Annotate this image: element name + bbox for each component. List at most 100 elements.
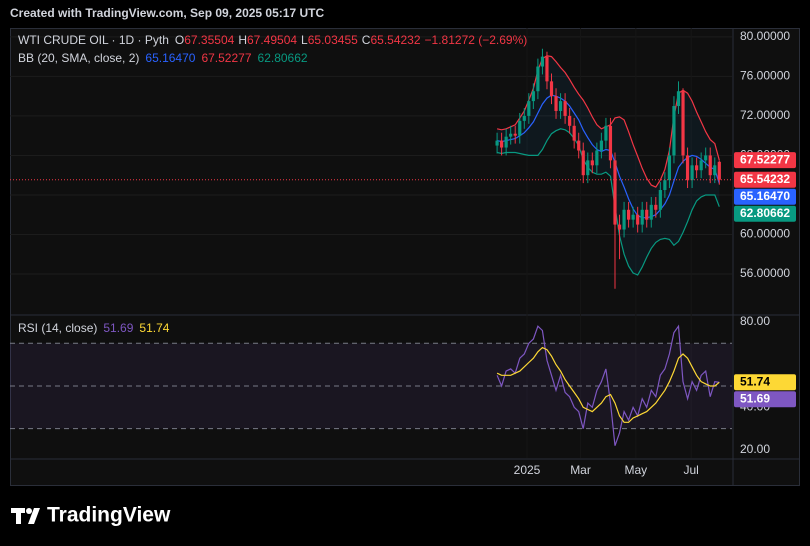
candle-body — [504, 136, 508, 148]
candle-body — [654, 204, 658, 210]
candle-body — [645, 209, 649, 220]
candle-body — [626, 209, 631, 220]
price-tag — [734, 205, 796, 222]
candle-body — [640, 209, 644, 225]
legend-key: C — [362, 33, 371, 47]
candle-body — [658, 190, 662, 210]
legend-change: −1.81272 (−2.69%) — [425, 33, 528, 47]
candle-body — [649, 204, 653, 220]
header: Created with TradingView.com, Sep 09, 20… — [10, 6, 324, 20]
candle-body — [608, 125, 613, 161]
logo-text: TradingView — [47, 504, 171, 527]
candle-body — [690, 165, 694, 181]
candle-body — [595, 150, 599, 166]
legend-symbol: WTI CRUDE OIL · 1D · Pyth — [18, 33, 169, 47]
candle-body — [513, 133, 517, 136]
price-tag — [734, 152, 796, 169]
chart-frame — [10, 28, 800, 486]
candle-body — [500, 140, 504, 148]
candle-body — [549, 81, 554, 97]
price-tag-label: 67.52277 — [740, 152, 790, 166]
price-tag — [734, 188, 796, 205]
y-tick-label: 80.00000 — [740, 29, 790, 43]
y-tick-label: 72.00000 — [740, 108, 790, 122]
bb-title: BB (20, SMA, close, 2) — [18, 51, 139, 65]
x-tick-label: Mar — [570, 463, 591, 477]
rsi-title: RSI (14, close) — [18, 321, 97, 335]
bb-line — [496, 55, 720, 188]
rsi-value: 51.69 — [103, 321, 133, 335]
candle-body — [536, 66, 540, 92]
candle-body — [509, 133, 513, 137]
price-tag-label: 65.54232 — [740, 172, 790, 186]
price-tag-label: 65.16470 — [740, 189, 790, 203]
y-tick-label: 56.00000 — [740, 266, 790, 280]
rsi-tick-label: 20.00 — [740, 442, 770, 456]
y-tick-label: 76.00000 — [740, 69, 790, 83]
rsi-line — [496, 346, 720, 423]
rsi-value: 51.74 — [139, 321, 169, 335]
bb-fill — [497, 55, 720, 275]
logo-icon — [11, 508, 40, 524]
candle-body — [568, 115, 572, 126]
x-tick-label: 2025 — [514, 463, 541, 477]
price-tag-label: 62.80662 — [740, 206, 790, 220]
legend-key: O — [175, 33, 184, 47]
x-tick-label: Jul — [684, 463, 699, 477]
price-tag-label: 51.69 — [740, 391, 770, 405]
candle-body — [681, 91, 685, 156]
legend-value: 67.35504 — [184, 33, 234, 47]
candle-body — [545, 56, 549, 82]
candle-body — [613, 160, 617, 225]
candle-body — [699, 160, 703, 171]
candle-body — [586, 160, 590, 176]
candle-body — [599, 140, 603, 151]
candle-body — [558, 101, 563, 111]
candle-body — [695, 165, 699, 171]
candle-body — [676, 91, 681, 107]
candle-body — [563, 101, 567, 116]
y-tick-label: 60.00000 — [740, 227, 790, 241]
legend-key: L — [301, 33, 308, 47]
candle-body — [531, 91, 535, 102]
candle-body — [540, 56, 545, 67]
bb-line — [496, 128, 720, 276]
candle-body — [495, 140, 499, 146]
candle-body — [577, 140, 581, 151]
candle-body — [590, 160, 594, 166]
candle-body — [554, 96, 558, 111]
legend-value: 65.03455 — [308, 33, 358, 47]
legend-key: H — [238, 33, 247, 47]
candle-body — [667, 155, 672, 181]
bb-value: 65.16470 — [145, 51, 195, 65]
candle-body — [663, 180, 667, 191]
legend-value: 67.49504 — [247, 33, 297, 47]
price-tag — [734, 391, 796, 408]
candle-body — [717, 161, 721, 180]
candle-body — [522, 115, 526, 121]
candle-body — [604, 125, 608, 141]
rsi-tick-label: 80.00 — [740, 314, 770, 328]
bb-value: 62.80662 — [258, 51, 308, 65]
price-tag — [734, 374, 796, 391]
candle-body — [631, 214, 635, 220]
rsi-line — [496, 324, 720, 446]
candle-body — [713, 165, 717, 176]
legend-value: 65.54232 — [370, 33, 420, 47]
candle-body — [672, 106, 676, 156]
candle-body — [636, 214, 640, 225]
candle-body — [527, 101, 531, 116]
candle-body — [518, 120, 522, 136]
price-tag-label: 51.74 — [740, 374, 770, 388]
candle-body — [572, 125, 576, 141]
candle-body — [581, 150, 585, 176]
candle-body — [622, 209, 626, 230]
candle-body — [685, 155, 690, 181]
bb-line — [496, 94, 720, 219]
candle-body — [704, 155, 708, 161]
bb-value: 67.52277 — [201, 51, 251, 65]
candle-body — [708, 155, 712, 176]
candle-body — [617, 224, 622, 230]
price-tag — [734, 171, 796, 188]
